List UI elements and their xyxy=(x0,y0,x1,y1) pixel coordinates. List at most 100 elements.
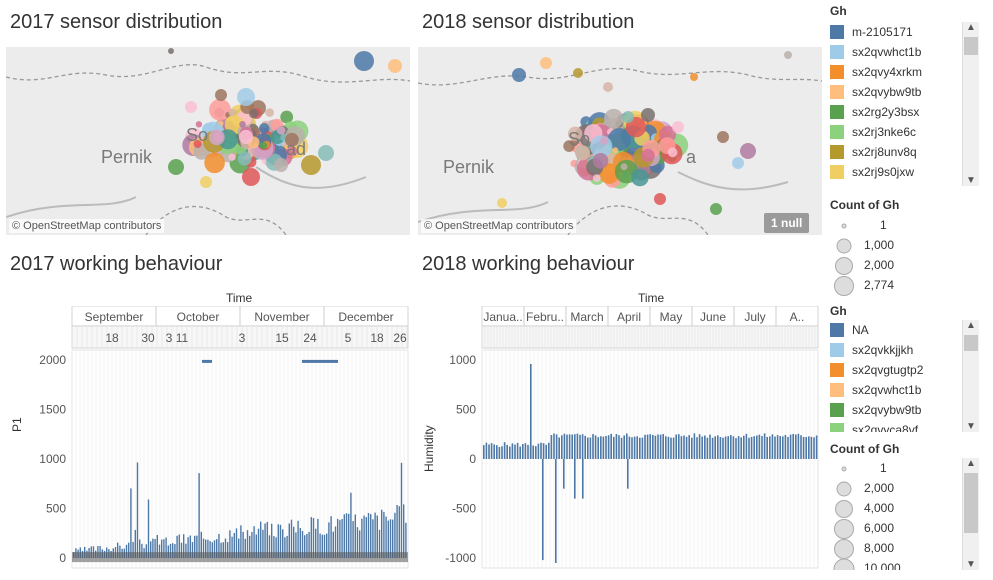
bar[interactable] xyxy=(802,436,805,459)
bar[interactable] xyxy=(403,504,405,559)
sensor-bubble[interactable] xyxy=(784,51,792,59)
bar[interactable] xyxy=(282,529,284,559)
sensor-bubble[interactable] xyxy=(563,140,575,152)
bar[interactable] xyxy=(769,436,771,459)
bar[interactable] xyxy=(321,534,323,559)
bar[interactable] xyxy=(156,535,158,559)
bar[interactable] xyxy=(813,437,815,459)
bar[interactable] xyxy=(376,515,378,559)
bar[interactable] xyxy=(761,436,763,459)
bar[interactable] xyxy=(654,435,657,459)
bar[interactable] xyxy=(158,544,161,559)
bar[interactable] xyxy=(176,535,178,559)
sensor-bubble[interactable] xyxy=(540,57,552,69)
scroll-down-icon[interactable]: ▼ xyxy=(966,559,976,570)
bar[interactable] xyxy=(730,435,732,459)
sensor-bubble[interactable] xyxy=(607,128,631,151)
bar[interactable] xyxy=(304,535,306,559)
bar[interactable] xyxy=(367,513,370,559)
bar[interactable] xyxy=(498,447,501,459)
sensor-bubble[interactable] xyxy=(204,152,225,174)
bar[interactable] xyxy=(257,528,260,558)
bar[interactable] xyxy=(211,542,213,559)
bar[interactable] xyxy=(147,499,150,559)
bar[interactable] xyxy=(800,435,802,459)
bar[interactable] xyxy=(672,437,675,460)
bar[interactable] xyxy=(779,436,781,459)
bar[interactable] xyxy=(581,434,584,459)
bar[interactable] xyxy=(396,505,398,559)
bar[interactable] xyxy=(623,435,625,459)
bar[interactable] xyxy=(633,436,636,459)
sensor-bubble[interactable] xyxy=(215,89,227,101)
bar[interactable] xyxy=(665,436,667,459)
bar[interactable] xyxy=(240,525,242,559)
bar[interactable] xyxy=(602,436,605,459)
bar[interactable] xyxy=(224,538,227,559)
bar[interactable] xyxy=(128,542,130,559)
sensor-bubble[interactable] xyxy=(641,148,655,163)
bar[interactable] xyxy=(652,434,654,459)
legend-item[interactable]: sx2rj9s0jxw xyxy=(830,162,960,182)
bar[interactable] xyxy=(683,435,685,460)
bar[interactable] xyxy=(488,444,490,460)
bar[interactable] xyxy=(178,534,180,559)
bar[interactable] xyxy=(264,523,266,559)
bar[interactable] xyxy=(117,542,119,559)
bar[interactable] xyxy=(795,434,797,460)
bar[interactable] xyxy=(167,545,169,559)
bar[interactable] xyxy=(516,442,519,459)
bar[interactable] xyxy=(649,434,651,459)
sensor-bubble[interactable] xyxy=(654,193,666,205)
bar[interactable] xyxy=(332,531,334,559)
sensor-bubble[interactable] xyxy=(592,174,601,182)
bar[interactable] xyxy=(576,433,579,459)
bar[interactable] xyxy=(306,533,308,558)
bar[interactable] xyxy=(317,518,319,559)
scroll-thumb[interactable] xyxy=(964,473,978,533)
bar[interactable] xyxy=(628,436,631,459)
sensor-bubble[interactable] xyxy=(354,51,374,71)
sensor-bubble[interactable] xyxy=(573,68,583,78)
bar[interactable] xyxy=(563,433,566,459)
bar[interactable] xyxy=(607,435,610,459)
bar[interactable] xyxy=(639,437,641,459)
sensor-bubble[interactable] xyxy=(242,168,260,186)
bar[interactable] xyxy=(350,492,352,559)
bar[interactable] xyxy=(231,536,233,559)
bar[interactable] xyxy=(805,437,807,459)
bar[interactable] xyxy=(275,537,277,559)
bar[interactable] xyxy=(594,435,597,459)
bar[interactable] xyxy=(165,537,167,559)
bar[interactable] xyxy=(288,523,290,559)
bar[interactable] xyxy=(372,519,374,559)
bar[interactable] xyxy=(220,542,222,559)
bar[interactable] xyxy=(383,511,385,559)
bar[interactable] xyxy=(667,436,670,459)
bar[interactable] xyxy=(253,526,255,558)
sensor-bubble[interactable] xyxy=(568,126,583,141)
bar[interactable] xyxy=(119,545,121,559)
scroll-down-icon[interactable]: ▼ xyxy=(966,421,976,432)
bar[interactable] xyxy=(295,532,297,559)
bar[interactable] xyxy=(698,434,701,459)
bar[interactable] xyxy=(509,446,511,460)
bar[interactable] xyxy=(183,534,185,559)
bar[interactable] xyxy=(815,435,818,460)
sensor-bubble[interactable] xyxy=(237,88,255,106)
bar[interactable] xyxy=(701,436,703,459)
bar[interactable] xyxy=(750,436,753,459)
bar[interactable] xyxy=(323,534,326,559)
bar[interactable] xyxy=(600,436,602,459)
bar[interactable] xyxy=(312,518,315,559)
bar[interactable] xyxy=(704,435,706,460)
bar[interactable] xyxy=(196,535,198,559)
bar[interactable] xyxy=(784,435,787,459)
sensor-bubble[interactable] xyxy=(732,157,744,169)
bar[interactable] xyxy=(348,513,350,559)
bar[interactable] xyxy=(680,436,683,459)
legend-scrollbar[interactable]: ▲ ▼ xyxy=(962,22,979,186)
legend-item[interactable]: m-2105171 xyxy=(830,22,960,42)
bar[interactable] xyxy=(550,435,553,459)
